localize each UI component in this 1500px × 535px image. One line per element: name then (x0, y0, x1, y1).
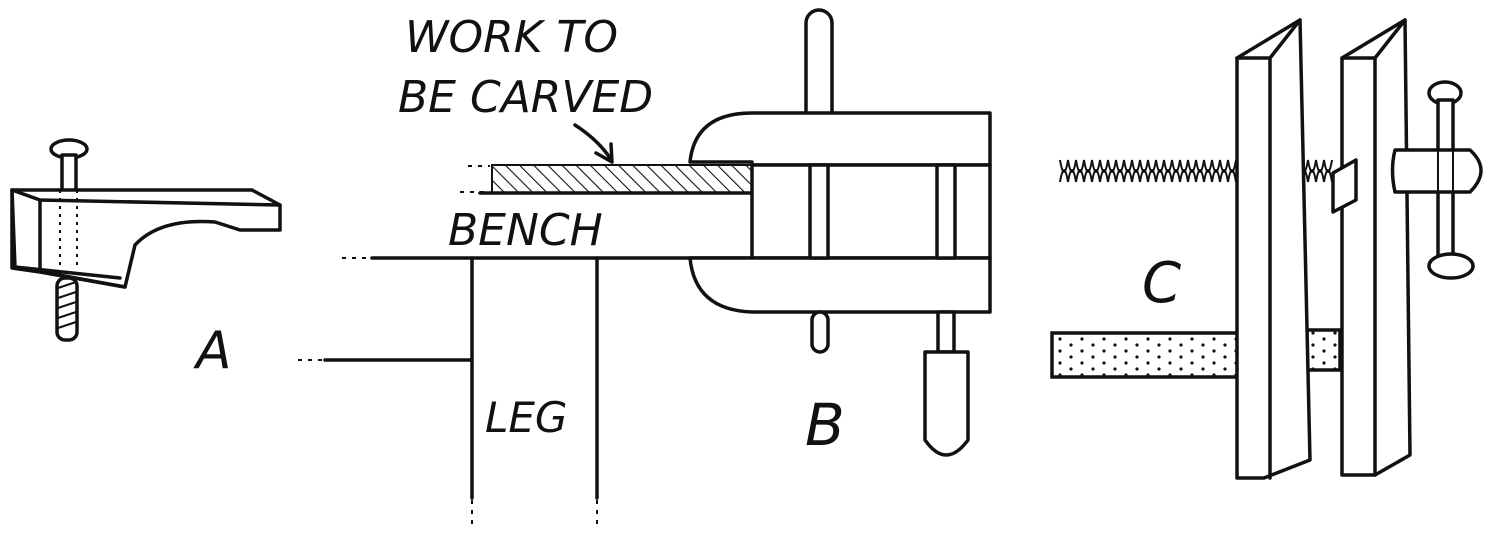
bench-clamp-b: WORK TO BE CARVED BENCH LEG B (298, 8, 992, 525)
label-b: B (805, 391, 845, 459)
handle-bottom-knob (1427, 252, 1475, 280)
label-leg: LEG (485, 393, 567, 442)
vise-fixed-jaw (1235, 18, 1312, 480)
screw-shank (60, 153, 78, 193)
clamp-handle (923, 350, 970, 457)
vise-nut (1331, 158, 1358, 214)
work-arrow (573, 123, 612, 160)
clamp-lower-jaw (688, 256, 992, 314)
label-work-line1: WORK TO (405, 12, 618, 63)
vise-slide-bar (1050, 331, 1242, 379)
label-work-line2: BE CARVED (398, 72, 653, 123)
clamp-screw (935, 163, 957, 260)
holdfast-clamp-a: A (10, 138, 282, 381)
label-c: C (1142, 251, 1181, 316)
label-bench: BENCH (448, 205, 603, 256)
handle-hub (1390, 148, 1483, 194)
work-piece (491, 164, 753, 194)
clamp-upper-jaw (688, 111, 992, 167)
bench-vise-c: C (1050, 18, 1483, 480)
label-a: A (193, 321, 232, 381)
clamp-body (10, 188, 282, 289)
